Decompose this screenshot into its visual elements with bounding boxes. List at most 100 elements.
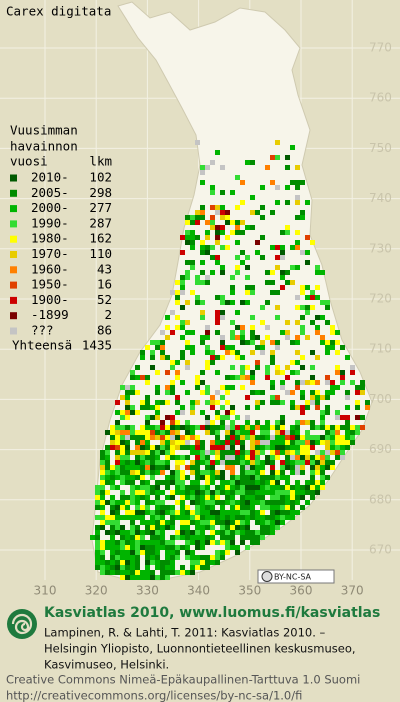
grid-cell — [110, 570, 115, 575]
grid-cell — [115, 505, 120, 510]
grid-cell — [120, 505, 125, 510]
grid-cell — [325, 300, 330, 305]
grid-cell — [160, 535, 165, 540]
grid-cell — [140, 400, 145, 405]
grid-cell — [200, 240, 205, 245]
grid-cell — [175, 440, 180, 445]
grid-cell — [185, 455, 190, 460]
grid-cell — [110, 470, 115, 475]
grid-cell — [125, 570, 130, 575]
grid-cell — [130, 565, 135, 570]
grid-cell — [295, 480, 300, 485]
grid-cell — [270, 500, 275, 505]
grid-cell — [280, 465, 285, 470]
grid-cell — [280, 485, 285, 490]
grid-cell — [160, 490, 165, 495]
grid-cell — [170, 390, 175, 395]
grid-cell — [245, 340, 250, 345]
grid-cell — [255, 445, 260, 450]
grid-cell — [320, 335, 325, 340]
grid-cell — [110, 430, 115, 435]
grid-cell — [360, 425, 365, 430]
grid-cell — [170, 425, 175, 430]
grid-cell — [170, 450, 175, 455]
grid-cell — [160, 515, 165, 520]
grid-cell — [225, 445, 230, 450]
grid-cell — [235, 455, 240, 460]
grid-cell — [140, 545, 145, 550]
grid-cell — [275, 435, 280, 440]
grid-cell — [235, 500, 240, 505]
grid-cell — [125, 560, 130, 565]
species-title: Carex digitata — [6, 4, 111, 19]
grid-cell — [300, 495, 305, 500]
grid-cell — [215, 435, 220, 440]
grid-cell — [235, 255, 240, 260]
grid-cell — [260, 320, 265, 325]
grid-cell — [120, 415, 125, 420]
grid-cell — [200, 335, 205, 340]
grid-cell — [305, 200, 310, 205]
grid-cell — [210, 530, 215, 535]
grid-cell — [175, 420, 180, 425]
grid-cell — [210, 445, 215, 450]
grid-cell — [190, 540, 195, 545]
grid-cell — [155, 405, 160, 410]
grid-cell — [135, 410, 140, 415]
grid-cell — [180, 520, 185, 525]
grid-cell — [175, 290, 180, 295]
grid-cell — [330, 385, 335, 390]
grid-cell — [250, 340, 255, 345]
grid-cell — [210, 205, 215, 210]
grid-cell — [170, 495, 175, 500]
grid-cell — [245, 405, 250, 410]
grid-cell — [130, 480, 135, 485]
grid-cell — [145, 400, 150, 405]
grid-cell — [335, 450, 340, 455]
grid-cell — [230, 350, 235, 355]
grid-cell — [205, 280, 210, 285]
grid-cell — [210, 560, 215, 565]
grid-cell — [225, 510, 230, 515]
citation-line: Lampinen, R. & Lahti, T. 2011: Kasviatla… — [44, 626, 326, 640]
grid-cell — [165, 455, 170, 460]
grid-cell — [215, 230, 220, 235]
grid-cell — [315, 355, 320, 360]
grid-cell — [295, 215, 300, 220]
grid-cell — [295, 185, 300, 190]
grid-cell — [235, 205, 240, 210]
grid-cell — [100, 505, 105, 510]
grid-cell — [200, 535, 205, 540]
grid-cell — [245, 505, 250, 510]
grid-cell — [260, 475, 265, 480]
grid-cell — [315, 265, 320, 270]
grid-cell — [240, 520, 245, 525]
grid-cell — [230, 455, 235, 460]
grid-cell — [215, 240, 220, 245]
grid-cell — [180, 405, 185, 410]
grid-cell — [135, 555, 140, 560]
grid-cell — [115, 485, 120, 490]
grid-cell — [195, 480, 200, 485]
grid-cell — [295, 350, 300, 355]
grid-cell — [125, 505, 130, 510]
grid-cell — [150, 485, 155, 490]
grid-cell — [285, 510, 290, 515]
grid-cell — [120, 395, 125, 400]
grid-cell — [340, 455, 345, 460]
grid-cell — [285, 390, 290, 395]
grid-cell — [135, 570, 140, 575]
grid-cell — [145, 520, 150, 525]
grid-cell — [160, 470, 165, 475]
grid-cell — [270, 515, 275, 520]
grid-cell — [245, 375, 250, 380]
grid-cell — [250, 350, 255, 355]
grid-cell — [115, 430, 120, 435]
grid-cell — [250, 480, 255, 485]
legend-label: 2010- — [31, 170, 69, 185]
grid-cell — [120, 440, 125, 445]
grid-cell — [140, 425, 145, 430]
grid-cell — [95, 555, 100, 560]
grid-cell — [175, 555, 180, 560]
